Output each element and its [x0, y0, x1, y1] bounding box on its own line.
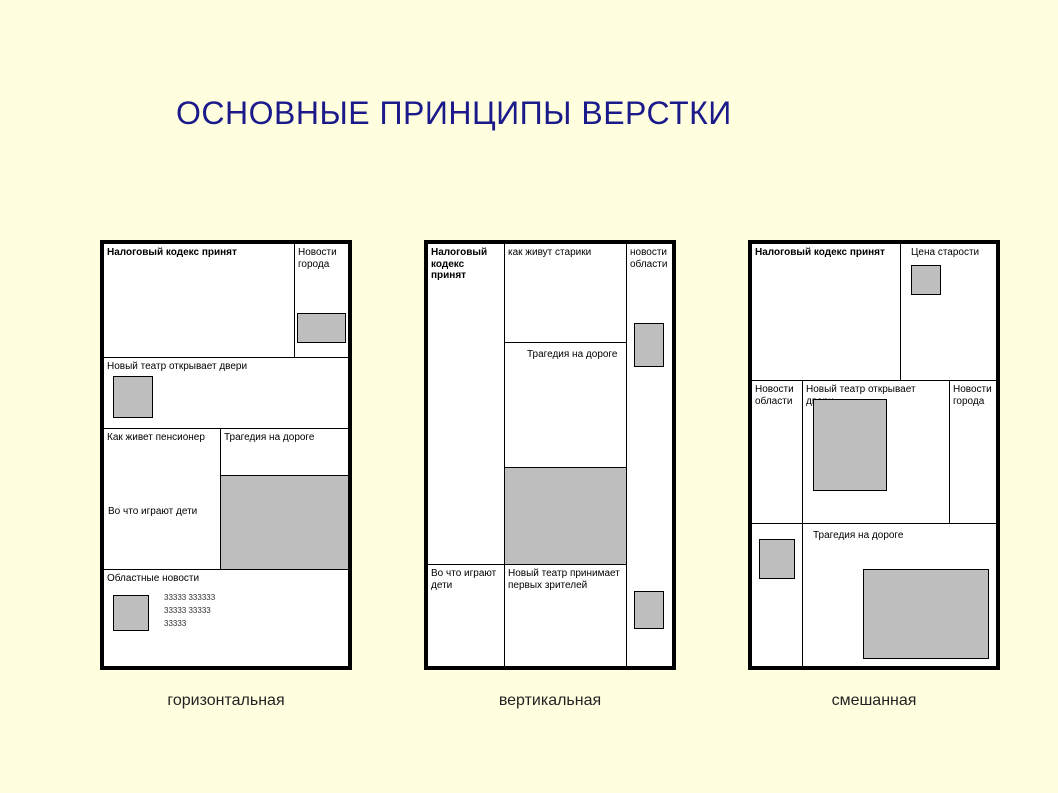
- page-title: ОСНОВНЫЕ ПРИНЦИПЫ ВЕРСТКИ: [176, 95, 732, 132]
- m-age-block: Цена старости: [900, 243, 997, 381]
- h-tragedy: Трагедия на дороге: [224, 432, 314, 443]
- h-regional: Областные новости: [107, 573, 199, 584]
- m-tax-block: Налоговый кодекс принят: [751, 243, 901, 381]
- h-tragedy-block: Трагедия на дороге: [220, 428, 349, 476]
- h-city-news-image: [297, 313, 346, 343]
- caption-vertical: вертикальная: [499, 692, 601, 710]
- h-children: Во что играют дети: [108, 506, 197, 517]
- m-age-image: [911, 265, 941, 295]
- v-region-image-1: [634, 323, 664, 367]
- v-theater: Новый театр принимает первых зрителей: [508, 568, 620, 591]
- v-tragedy-block: Трагедия на дороге: [504, 342, 627, 468]
- m-bottom-left-image: [759, 539, 795, 579]
- frame-vertical: Налоговый кодекс принят Во что играют де…: [424, 240, 676, 670]
- layout-mixed: Налоговый кодекс принят Цена старости Но…: [748, 240, 1000, 710]
- h-filler1: 33333 333333: [164, 593, 215, 602]
- h-pensioner-block: Как живет пенсионер: [103, 428, 221, 570]
- layouts-row: Налоговый кодекс принят Новости города Н…: [100, 240, 1000, 710]
- v-tax-block: Налоговый кодекс принят: [427, 243, 505, 565]
- h-regional-image: [113, 595, 149, 631]
- m-tragedy: Трагедия на дороге: [813, 530, 903, 541]
- h-filler2: 33333 33333: [164, 606, 211, 615]
- m-age: Цена старости: [911, 247, 979, 258]
- m-city-block: Новости города: [949, 380, 997, 524]
- layout-horizontal: Налоговый кодекс принят Новости города Н…: [100, 240, 352, 710]
- v-elderly-block: как живут старики: [504, 243, 627, 343]
- frame-mixed: Налоговый кодекс принят Цена старости Но…: [748, 240, 1000, 670]
- m-tragedy-image: [863, 569, 989, 659]
- v-region: новости области: [630, 247, 667, 270]
- h-theater-image: [113, 376, 153, 418]
- h-pensioner: Как живет пенсионер: [107, 432, 205, 443]
- v-children: Во что играют дети: [431, 568, 496, 591]
- h-children-label: Во что играют дети: [105, 503, 215, 521]
- v-tragedy-image: [504, 467, 627, 565]
- v-region-image-2: [634, 591, 664, 629]
- caption-mixed: смешанная: [832, 692, 917, 710]
- h-tax-headline: Налоговый кодекс принят: [107, 247, 237, 258]
- caption-horizontal: горизонтальная: [167, 692, 284, 710]
- m-city: Новости города: [953, 384, 992, 407]
- m-region: Новости области: [755, 384, 794, 407]
- m-theater-image: [813, 399, 887, 491]
- h-city-news: Новости города: [298, 247, 337, 270]
- h-tragedy-image: [220, 475, 349, 570]
- v-elderly: как живут старики: [508, 247, 591, 258]
- h-filler3: 33333: [164, 619, 186, 628]
- h-tax-headline-block: Налоговый кодекс принят: [103, 243, 295, 358]
- h-theater: Новый театр открывает двери: [107, 361, 247, 372]
- m-tax: Налоговый кодекс принят: [755, 247, 885, 258]
- v-tragedy: Трагедия на дороге: [527, 349, 617, 360]
- layout-vertical: Налоговый кодекс принят Во что играют де…: [424, 240, 676, 710]
- h-filler-text: 33333 333333 33333 33333 33333: [161, 589, 341, 633]
- frame-horizontal: Налоговый кодекс принят Новости города Н…: [100, 240, 352, 670]
- m-region-block: Новости области: [751, 380, 803, 524]
- v-theater-block: Новый театр принимает первых зрителей: [504, 564, 627, 667]
- v-children-block: Во что играют дети: [427, 564, 505, 667]
- v-tax: Налоговый кодекс принят: [431, 247, 487, 281]
